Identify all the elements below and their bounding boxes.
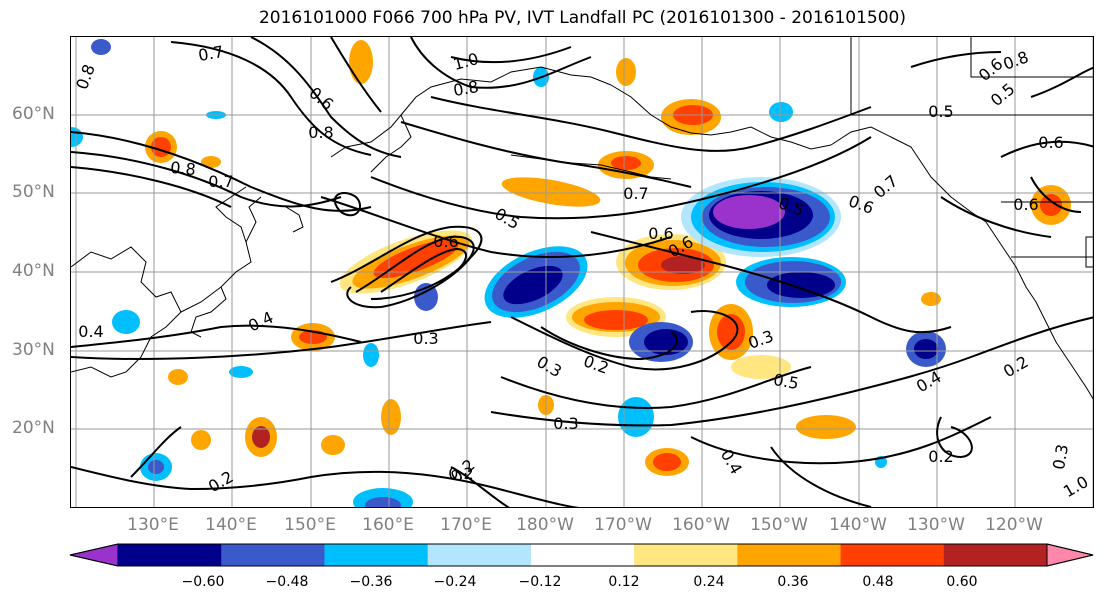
colorbar-tick-label: −0.36	[349, 574, 393, 590]
lat-lon-grid	[71, 37, 1093, 507]
lat-label-60n: 60°N	[12, 104, 55, 124]
contour-label: 0.6	[648, 224, 673, 243]
contour-label: 0.2	[928, 447, 953, 466]
lon-label-150e: 150°E	[284, 515, 336, 535]
lon-label-170e: 170°E	[440, 515, 492, 535]
contour-label: 0.8	[170, 158, 197, 179]
negative-anomaly-misc	[71, 39, 887, 507]
colorbar-tick-label: −0.60	[181, 574, 225, 590]
positive-anomaly-misc	[145, 131, 554, 457]
contour-label: 0.4	[78, 322, 103, 341]
contour-label: 0.6	[1013, 195, 1038, 214]
colorbar-segment	[427, 544, 532, 566]
contour-label: 0.7	[197, 42, 225, 65]
contour-label: 0.4	[913, 367, 945, 396]
colorbar-tick-label: 0.48	[862, 574, 894, 590]
colorbar-tick-label: −0.48	[265, 574, 309, 590]
contour-label: 0.3	[413, 329, 438, 348]
contour-label: 0.5	[987, 79, 1019, 110]
contour-label: 0.3	[533, 352, 565, 381]
contour-label: 1.0	[451, 49, 481, 74]
contour-label: 0.4	[245, 308, 276, 336]
negative-anomaly-central	[484, 246, 588, 318]
contour-label: 0.3	[553, 414, 578, 433]
colorbar-tick-label: −0.12	[518, 574, 562, 590]
lon-label-160e: 160°E	[362, 515, 414, 535]
colorbar-segment	[221, 544, 325, 566]
contour-label: 0.2	[1000, 352, 1032, 381]
lat-label-50n: 50°N	[12, 182, 55, 202]
colorbar-tick-label: −0.24	[433, 574, 477, 590]
colorbar-tick-label: 0.24	[693, 574, 725, 590]
colorbar-segment	[943, 544, 1048, 566]
colorbar-segment	[118, 544, 222, 566]
contour-label: 0.6	[1038, 133, 1063, 152]
lat-label-40n: 40°N	[12, 261, 55, 281]
positive-anomaly-west	[339, 230, 473, 294]
contour-label: 1.0	[1060, 472, 1092, 501]
contour-label: 0.8	[452, 77, 480, 100]
contour-label: 0.8	[1001, 47, 1031, 74]
contour-label: 0.3	[1049, 443, 1072, 471]
lon-label-170w: 170°W	[594, 515, 652, 535]
contour-label: 0.5	[491, 204, 523, 233]
colorbar-segment	[840, 544, 945, 566]
colorbar	[69, 543, 1094, 567]
pv-contours	[71, 37, 1093, 507]
lon-label-130e: 130°E	[127, 515, 179, 535]
positive-anomaly-central	[616, 234, 726, 290]
colorbar-extend-high	[1046, 543, 1094, 567]
colorbar-segment	[530, 544, 635, 566]
contour-label: 0.7	[208, 172, 233, 191]
contour-label: 0.7	[623, 184, 648, 203]
colorbar-tick-label: 0.36	[777, 574, 809, 590]
colorbar-segment	[634, 544, 738, 566]
lat-label-30n: 30°N	[12, 340, 55, 360]
contour-label: 0.5	[772, 370, 800, 393]
negative-anomaly-northeast	[681, 177, 841, 257]
contour-label: 0.7	[870, 171, 902, 202]
negative-anomaly-south	[618, 322, 946, 437]
contour-label: 0.6	[846, 191, 876, 218]
lon-label-150w: 150°W	[750, 515, 808, 535]
pv-shading	[71, 39, 1071, 507]
contour-label: 0.8	[308, 123, 333, 142]
positive-anomaly-east	[645, 185, 1071, 476]
positive-anomaly-north	[349, 40, 721, 207]
lon-label-140w: 140°W	[829, 515, 887, 535]
contour-label: 0.2	[448, 464, 473, 483]
colorbar-outline	[69, 543, 1094, 567]
colorbar-segment	[324, 544, 429, 566]
map-title: 2016101000 F066 700 hPa PV, IVT Landfall…	[258, 8, 906, 28]
contour-label: 0.5	[928, 102, 953, 121]
contour-label: 0.6	[433, 232, 458, 251]
map-canvas: 0.70.81.00.80.80.60.80.70.50.70.6 0.60.50…	[71, 37, 1093, 507]
contour-label: 0.4	[717, 446, 746, 478]
lon-label-140e: 140°E	[205, 515, 257, 535]
lon-label-160w: 160°W	[672, 515, 730, 535]
lon-label-180w: 180°W	[516, 515, 574, 535]
colorbar-tick-label: 0.60	[946, 574, 978, 590]
colorbar-tick-label: 0.12	[608, 574, 640, 590]
lon-label-120w: 120°W	[985, 515, 1043, 535]
lon-label-130w: 130°W	[907, 515, 965, 535]
map-frame: 0.7 0.8 1.0 0.8 0.8 0.6 0.8 0.7 0.5 0.7 0.6 0.6 0.5 0…	[70, 36, 1094, 508]
colorbar-extend-low	[69, 543, 119, 567]
lat-label-20n: 20°N	[12, 418, 55, 438]
colorbar-segments	[69, 543, 1094, 567]
colorbar-segment	[737, 544, 842, 566]
